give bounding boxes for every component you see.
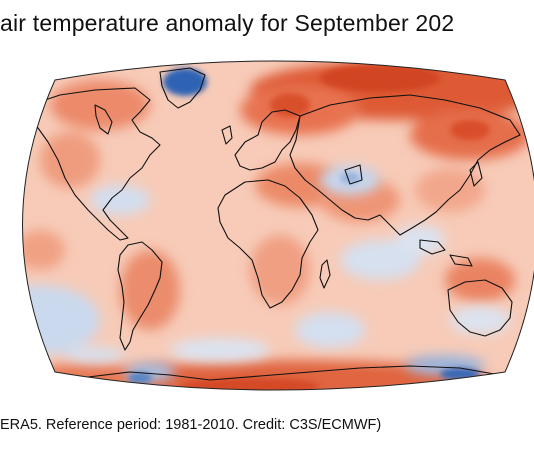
map-border (22, 60, 534, 391)
map-title: air temperature anomaly for September 20… (0, 10, 455, 36)
map-caption: ERA5. Reference period: 1981-2010. Credi… (0, 417, 382, 433)
anomaly-field (22, 61, 534, 390)
cold-anomaly-regions (22, 165, 510, 382)
anomaly-map (0, 50, 534, 410)
coastlines (29, 67, 533, 389)
anomaly-map-svg (22, 60, 534, 391)
strong-warm-anomalies (180, 64, 490, 390)
strong-cold-anomalies (128, 68, 480, 384)
